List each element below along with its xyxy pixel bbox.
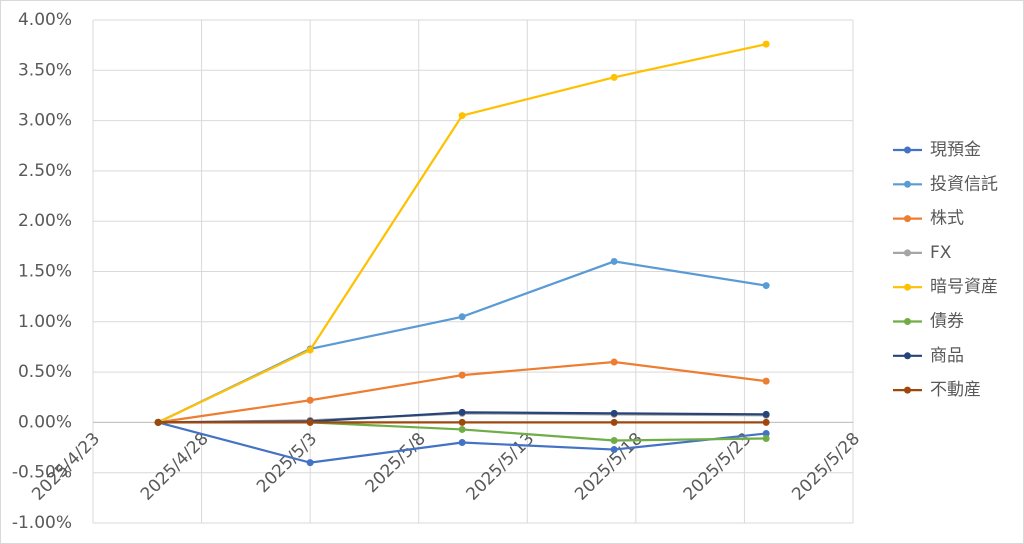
data-point xyxy=(610,409,618,417)
y-tick-label: 1.50% xyxy=(18,262,72,282)
data-point xyxy=(154,418,162,426)
data-point xyxy=(458,112,466,120)
y-tick-label: 4.00% xyxy=(18,10,72,30)
data-point xyxy=(610,418,618,426)
legend-marker xyxy=(904,180,911,188)
legend-label: 株式 xyxy=(930,209,964,229)
data-point xyxy=(762,377,770,385)
legend-label: 債券 xyxy=(930,312,964,332)
data-point xyxy=(610,437,618,445)
data-point xyxy=(458,313,466,321)
data-point xyxy=(610,358,618,366)
y-tick-label: 0.50% xyxy=(18,362,72,382)
y-tick-label: 2.50% xyxy=(18,161,72,181)
data-point xyxy=(762,40,770,48)
y-tick-label: 2.00% xyxy=(18,211,72,231)
data-point xyxy=(306,418,314,426)
data-point xyxy=(610,446,618,454)
y-tick-label: 3.00% xyxy=(18,111,72,131)
data-point xyxy=(458,418,466,426)
legend-label: 現預金 xyxy=(930,140,981,160)
data-point xyxy=(762,434,770,442)
legend-marker xyxy=(904,146,911,154)
data-point xyxy=(610,73,618,81)
legend-label: 暗号資産 xyxy=(930,277,998,297)
data-point xyxy=(610,257,618,265)
data-point xyxy=(306,396,314,404)
data-point xyxy=(458,408,466,416)
y-tick-label: -1.00% xyxy=(12,513,72,533)
data-point xyxy=(306,459,314,467)
legend-marker xyxy=(904,386,911,394)
legend-marker xyxy=(904,249,911,257)
legend-marker xyxy=(904,352,911,360)
data-point xyxy=(762,410,770,418)
legend-label: 不動産 xyxy=(930,380,981,400)
data-point xyxy=(762,282,770,290)
legend-label: 投資信託 xyxy=(930,174,998,194)
y-tick-label: 1.00% xyxy=(18,312,72,332)
y-tick-label: 0.00% xyxy=(18,412,72,432)
y-tick-label: -0.50% xyxy=(12,463,72,483)
data-point xyxy=(458,371,466,379)
legend-label: FX xyxy=(930,243,952,263)
legend-marker xyxy=(904,318,911,325)
data-point xyxy=(458,439,466,447)
legend-marker xyxy=(904,283,911,291)
data-point xyxy=(306,346,314,354)
legend-label: 商品 xyxy=(930,346,964,366)
data-point xyxy=(762,429,770,437)
y-tick-label: 3.50% xyxy=(18,60,72,80)
data-point xyxy=(762,418,770,426)
data-point xyxy=(458,425,466,433)
legend-marker xyxy=(904,215,911,223)
